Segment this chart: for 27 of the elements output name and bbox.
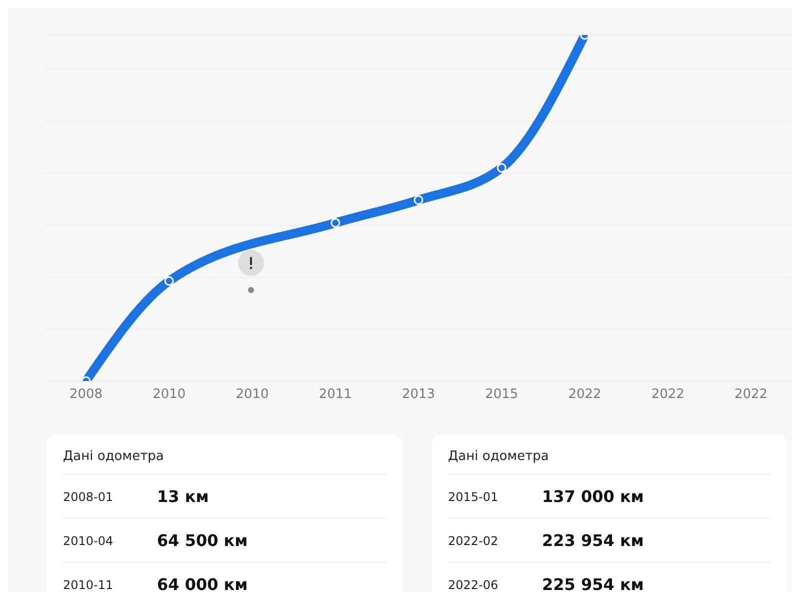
- x-tick-label: 2008: [69, 387, 103, 402]
- text: 2022-02: [448, 534, 500, 548]
- text: 2015-01: [448, 490, 500, 504]
- text: Дані одометра: [448, 449, 771, 475]
- x-tick-label: 2013: [402, 387, 436, 402]
- text: Дані одометра: [63, 449, 386, 475]
- text: 225 954 км: [542, 575, 644, 594]
- x-tick-label: 2022: [568, 387, 602, 402]
- text: 2010-04: [63, 534, 114, 548]
- x-tick-label: 2022: [734, 387, 768, 402]
- text: 2010-11: [63, 578, 114, 592]
- point: [414, 195, 424, 205]
- x-tick-label: 2022: [651, 387, 684, 402]
- point: [496, 163, 506, 173]
- text: 137 000 км: [542, 487, 644, 506]
- text: 13 км: [157, 487, 209, 506]
- text: 64 500 км: [157, 531, 248, 550]
- x-tick-label: 2015: [485, 387, 518, 402]
- text: 64 000 км: [157, 575, 248, 594]
- x-tick-label: 2010: [152, 387, 186, 402]
- text: 2022-06: [448, 578, 500, 592]
- text: 2008-01: [63, 490, 114, 504]
- x-tick-label: 2010: [236, 387, 269, 402]
- text: 223 954 км: [542, 531, 644, 550]
- x-tick-label: 2011: [318, 387, 352, 402]
- point: [330, 218, 340, 228]
- point: [164, 276, 174, 286]
